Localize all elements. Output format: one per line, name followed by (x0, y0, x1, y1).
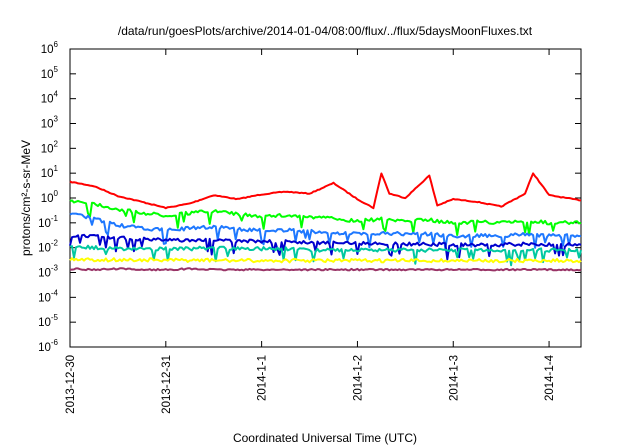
y-tick-label: 104 (41, 90, 59, 106)
series-line (70, 267, 582, 272)
series-line (69, 244, 582, 267)
y-axis-label-group: protons/cm²-s-sr-MeV (19, 140, 33, 256)
series-line (69, 257, 582, 264)
y-tick-label: 10-2 (38, 239, 58, 255)
series-line (69, 233, 582, 261)
y-tick-label: 10-5 (38, 313, 58, 329)
y-tick-label: 105 (41, 65, 59, 81)
series-line (69, 172, 581, 210)
y-tick-label: 106 (41, 40, 59, 56)
plot-frame (69, 48, 582, 348)
x-tick-label: 2014-1-3 (448, 355, 460, 401)
y-tick-label: 10-1 (38, 214, 58, 230)
series-line (69, 199, 582, 237)
y-tick-label: 101 (41, 164, 59, 180)
y-tick-label: 103 (41, 115, 59, 131)
y-tick-label: 100 (41, 189, 59, 205)
x-tick-label: 2013-12-31 (161, 355, 173, 414)
y-tick-label: 10-6 (38, 338, 58, 354)
series-line (69, 212, 582, 250)
y-axis-label: protons/cm²-s-sr-MeV (19, 140, 33, 256)
x-tick-label: 2014-1-2 (352, 355, 364, 401)
chart-title: /data/run/goesPlots/archive/2014-01-04/0… (118, 24, 533, 38)
x-tick-label: 2013-12-30 (65, 355, 77, 414)
y-tick-label: 10-3 (38, 264, 58, 280)
x-tick-label: 2014-1-4 (544, 354, 556, 401)
y-tick-label: 102 (41, 139, 59, 155)
x-axis-label: Coordinated Universal Time (UTC) (233, 431, 417, 445)
x-tick-label: 2014-1-1 (257, 355, 269, 401)
y-tick-label: 10-4 (38, 288, 58, 304)
